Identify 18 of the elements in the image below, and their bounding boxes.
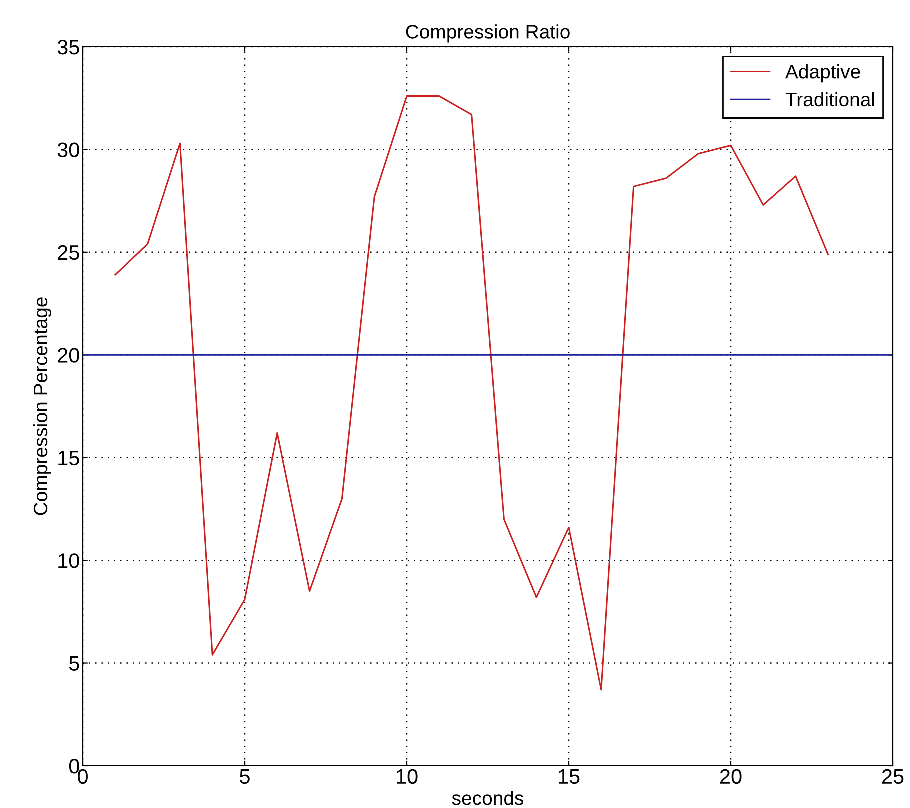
x-axis-title: seconds — [452, 790, 524, 806]
y-tick-label: 25 — [58, 245, 80, 260]
x-tick-label: 20 — [720, 769, 742, 784]
y-axis-title: Compression Percentage — [33, 298, 52, 516]
x-tick-label: 5 — [240, 770, 250, 784]
x-tick-label: 15 — [559, 770, 580, 784]
y-tick-label: 15 — [58, 451, 80, 466]
x-tick-label: 10 — [397, 769, 418, 784]
y-tick-label: 5 — [69, 656, 80, 672]
legend-label: Adaptive — [785, 64, 860, 83]
y-tick-label: 0 — [69, 759, 80, 774]
chart-title: Compression Ratio — [406, 24, 570, 43]
y-tick-label: 20 — [58, 348, 80, 363]
x-tick-label: 25 — [882, 769, 904, 784]
y-tick-label: 10 — [58, 554, 80, 568]
y-tick-label: 30 — [58, 142, 80, 158]
legend-label: Traditional — [786, 92, 874, 107]
y-tick-label: 35 — [58, 40, 80, 55]
